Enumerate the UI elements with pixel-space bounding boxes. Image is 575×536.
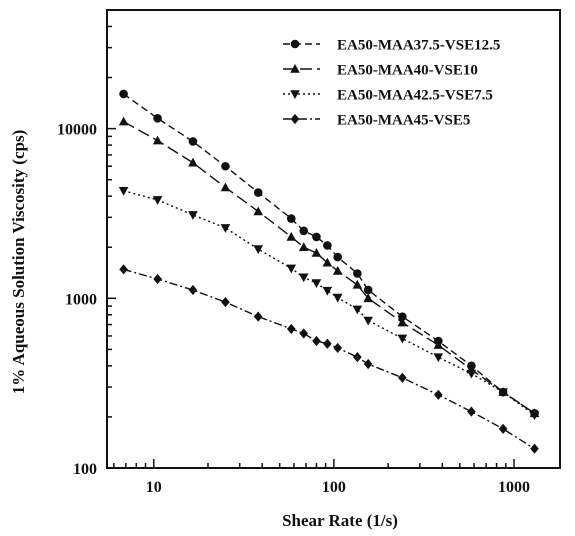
data-point [253,245,264,255]
data-point [286,231,297,241]
legend-label: EA50-MAA42.5-VSE7.5 [337,88,493,104]
data-point [312,232,321,242]
y-tick-label: 1000 [65,291,97,308]
data-point [466,369,477,379]
data-point [332,265,343,275]
data-point [498,423,508,434]
data-point [298,273,309,283]
legend-label: EA50-MAA40-VSE10 [337,63,478,79]
data-point [322,286,333,296]
legend-label: EA50-MAA37.5-VSE12.5 [337,38,500,54]
series-2 [118,116,540,418]
axis-ticks: 10 100 1000 100 1000 10000 [57,9,530,496]
data-point [290,64,300,73]
data-point [397,334,408,344]
plot-frame [106,9,561,469]
data-point [363,316,373,326]
data-point [333,342,343,354]
data-point [220,182,231,192]
data-point [353,352,362,363]
data-point [286,264,297,274]
data-point [299,328,309,339]
data-point [363,358,373,370]
series-line [123,268,535,450]
data-point [323,241,332,250]
series-line [123,190,535,416]
data-point [152,135,163,145]
data-point [221,296,230,308]
data-point [311,247,322,257]
data-point [363,293,373,303]
legend-item: EA50-MAA45-VSE5 [283,113,470,129]
data-point [352,305,363,315]
series-1 [119,89,539,418]
data-point [286,323,296,335]
data-point [311,279,322,289]
data-point [118,116,129,126]
data-point [433,353,444,363]
data-point [188,284,198,296]
data-point [118,187,129,196]
data-point [398,372,407,383]
data-point [253,206,264,216]
y-tick-label: 10000 [57,122,97,139]
data-point [434,389,443,400]
data-point [332,293,343,303]
plot-area-border [106,9,561,469]
data-point [220,224,231,233]
data-point [363,285,373,295]
y-axis-title: 1% Aqueous Solution Viscosity (cps) [9,130,28,395]
data-point [353,269,362,278]
legend-item: EA50-MAA42.5-VSE7.5 [283,88,493,104]
data-point [298,242,309,252]
data-point [323,338,332,349]
data-point [529,411,540,421]
data-point [119,89,128,99]
data-point [153,114,162,123]
data-point [253,311,263,322]
data-point [153,273,162,285]
data-point [433,340,444,349]
data-point [188,137,198,146]
data-point [397,317,408,327]
data-point [398,312,407,321]
data-point [290,39,300,49]
x-tick-label: 10 [146,479,162,496]
data-point [467,406,476,417]
series-group [118,89,540,454]
data-point [119,264,128,275]
legend-label: EA50-MAA45-VSE5 [337,113,470,129]
data-point [333,252,343,262]
data-point [221,161,230,171]
data-point [530,443,539,454]
x-tick-label: 100 [322,479,346,496]
data-point [290,90,300,99]
data-point [253,188,263,197]
data-point [352,279,363,289]
x-axis-title: Shear Rate (1/s) [282,511,398,530]
data-point [152,196,163,205]
data-point [498,388,508,398]
data-point [188,211,198,220]
data-point [312,335,321,347]
legend-item: EA50-MAA40-VSE10 [283,63,478,79]
legend-item: EA50-MAA37.5-VSE12.5 [283,38,500,54]
data-point [290,113,300,125]
data-point [188,157,198,167]
data-point [299,226,309,236]
y-tick-label: 100 [73,461,97,478]
series-3 [118,187,540,421]
data-point [322,257,333,267]
series-4 [119,264,539,454]
data-point [286,214,296,223]
x-tick-label: 1000 [498,479,530,496]
legend: EA50-MAA37.5-VSE12.5 EA50-MAA40-VSE10 EA50… [283,38,500,129]
